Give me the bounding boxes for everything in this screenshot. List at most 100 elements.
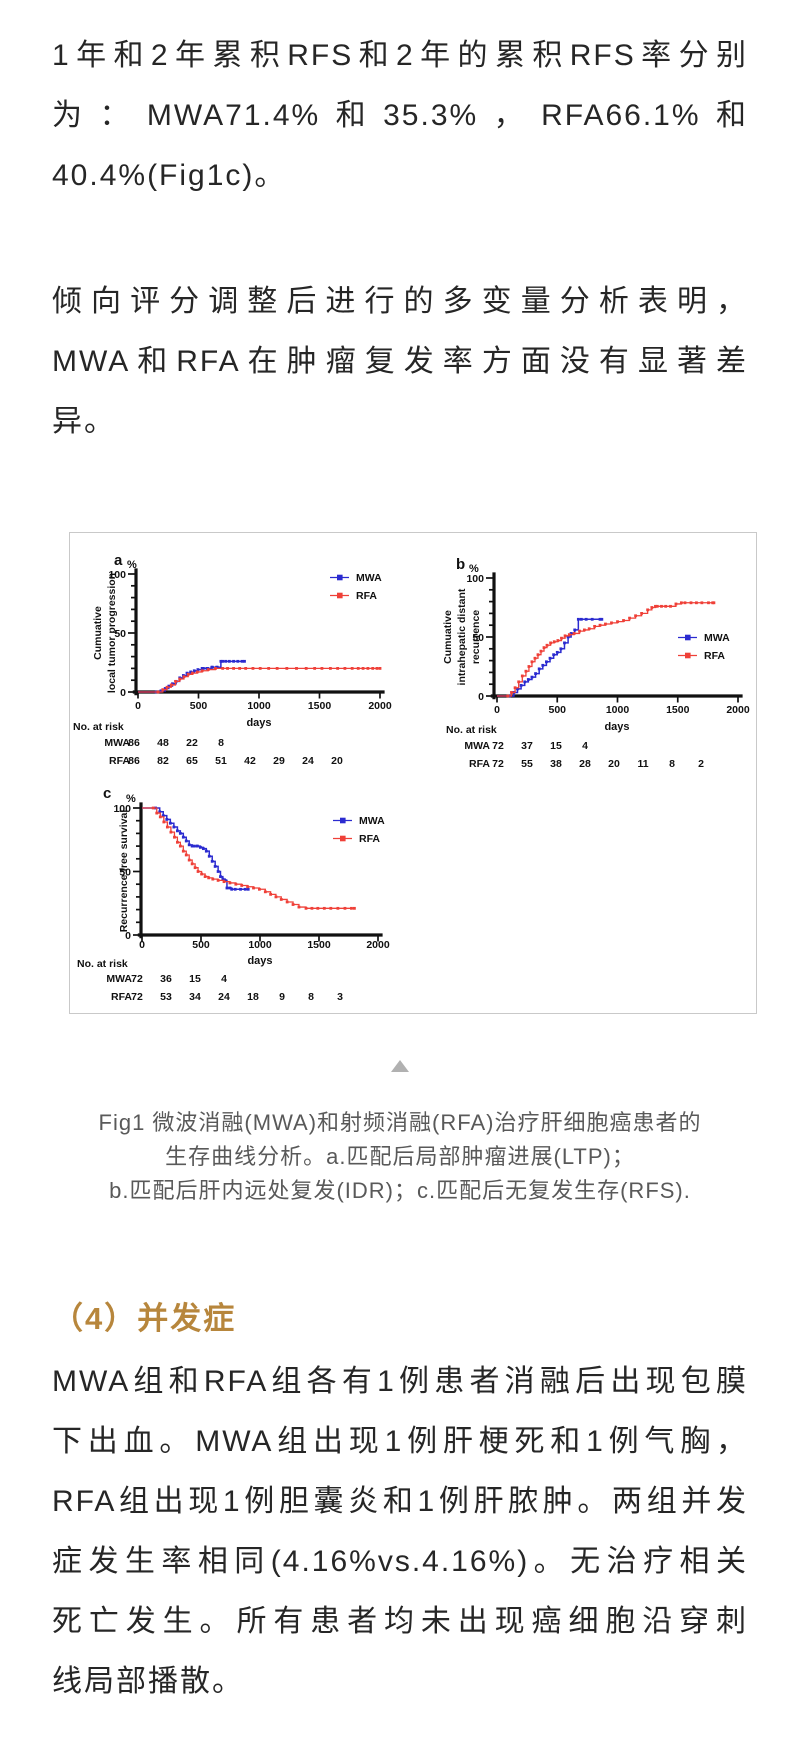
- svg-text:51: 51: [215, 755, 227, 767]
- svg-text:days: days: [604, 721, 629, 733]
- svg-text:days: days: [246, 717, 271, 729]
- text-line: MWA和RFA在肿瘤复发率方面没有显著差: [52, 345, 748, 378]
- svg-text:Recurrence free survival: Recurrence free survival: [118, 810, 130, 933]
- text-line: 症发生率相同(4.16%vs.4.16%)。无治疗相关: [52, 1545, 748, 1578]
- svg-text:28: 28: [579, 758, 591, 770]
- svg-text:72: 72: [492, 740, 504, 752]
- svg-text:4: 4: [582, 740, 588, 752]
- svg-text:No. at risk: No. at risk: [77, 958, 128, 970]
- svg-text:22: 22: [186, 737, 198, 749]
- svg-text:2000: 2000: [368, 700, 392, 712]
- svg-text:500: 500: [192, 939, 210, 951]
- svg-text:50: 50: [119, 866, 131, 878]
- figure-caption: Fig1 微波消融(MWA)和射频消融(RFA)治疗肝细胞癌患者的 生存曲线分析。…: [60, 1106, 740, 1208]
- svg-text:8: 8: [308, 991, 314, 1003]
- svg-text:100: 100: [108, 569, 126, 581]
- svg-text:1000: 1000: [606, 704, 630, 716]
- svg-text:No. at risk: No. at risk: [73, 721, 124, 733]
- svg-text:0: 0: [120, 687, 126, 699]
- svg-text:86: 86: [128, 755, 140, 767]
- text-line: RFA组出现1例胆囊炎和1例肝脓肿。两组并发: [52, 1485, 748, 1518]
- svg-text:RFA: RFA: [704, 650, 725, 662]
- svg-text:RFA: RFA: [356, 590, 377, 602]
- svg-text:MWA: MWA: [704, 632, 730, 644]
- svg-text:86: 86: [128, 737, 140, 749]
- svg-text:c: c: [103, 785, 111, 802]
- svg-text:100: 100: [113, 803, 131, 815]
- text-line: b.匹配后肝内远处复发(IDR)；c.匹配后无复发生存(RFS).: [109, 1178, 691, 1203]
- svg-text:53: 53: [160, 991, 172, 1003]
- svg-text:Cumuative: Cumuative: [442, 610, 454, 664]
- svg-text:100: 100: [466, 573, 484, 585]
- svg-text:500: 500: [548, 704, 566, 716]
- svg-text:Cumuative: Cumuative: [92, 606, 104, 660]
- svg-text:RFA: RFA: [359, 833, 380, 845]
- svg-text:MWA: MWA: [104, 737, 130, 749]
- svg-text:65: 65: [186, 755, 198, 767]
- svg-text:0: 0: [478, 691, 484, 703]
- svg-text:11: 11: [637, 758, 648, 770]
- collapse-arrow-icon[interactable]: [391, 1060, 409, 1072]
- section-heading-complications: （4）并发症: [52, 1301, 237, 1336]
- svg-text:2000: 2000: [366, 939, 390, 951]
- svg-text:500: 500: [190, 700, 208, 712]
- svg-text:1500: 1500: [308, 700, 332, 712]
- text-line: 1年和2年累积RFS和2年的累积RFS率分别: [52, 39, 748, 72]
- svg-text:days: days: [247, 955, 272, 967]
- paragraph-complications: MWA组和RFA组各有1例患者消融后出现包膜 下出血。MWA组出现1例肝梗死和1例…: [52, 1352, 748, 1712]
- svg-text:29: 29: [273, 755, 285, 767]
- svg-text:%: %: [126, 793, 136, 805]
- svg-text:0: 0: [135, 700, 141, 712]
- text-line: 倾向评分调整后进行的多变量分析表明，: [52, 285, 748, 318]
- svg-text:50: 50: [114, 628, 126, 640]
- svg-text:24: 24: [302, 755, 314, 767]
- svg-text:15: 15: [550, 740, 562, 752]
- text-line: 异。: [52, 405, 116, 438]
- svg-text:RFA: RFA: [109, 755, 130, 767]
- svg-text:recurrence: recurrence: [470, 610, 482, 664]
- svg-text:36: 36: [160, 973, 172, 985]
- svg-text:20: 20: [331, 755, 343, 767]
- svg-text:No. at risk: No. at risk: [446, 724, 497, 736]
- svg-text:MWA: MWA: [106, 973, 132, 985]
- text-line: 下出血。MWA组出现1例肝梗死和1例气胸，: [52, 1425, 748, 1458]
- text-line: 线局部播散。: [52, 1665, 244, 1698]
- svg-text:8: 8: [218, 737, 224, 749]
- svg-text:%: %: [469, 563, 479, 575]
- svg-text:72: 72: [131, 973, 143, 985]
- svg-text:MWA: MWA: [464, 740, 490, 752]
- text-line: 生存曲线分析。a.匹配后局部肿瘤进展(LTP)；: [165, 1144, 635, 1169]
- svg-text:38: 38: [550, 758, 562, 770]
- svg-text:37: 37: [521, 740, 533, 752]
- svg-text:50: 50: [472, 632, 484, 644]
- svg-text:1000: 1000: [248, 939, 272, 951]
- text-line: 为：MWA71.4%和35.3%，RFA66.1%和: [52, 99, 748, 132]
- text-line: MWA组和RFA组各有1例患者消融后出现包膜: [52, 1365, 748, 1398]
- svg-text:4: 4: [221, 973, 227, 985]
- svg-text:72: 72: [131, 991, 143, 1003]
- svg-text:42: 42: [244, 755, 256, 767]
- svg-text:82: 82: [157, 755, 169, 767]
- svg-text:8: 8: [669, 758, 675, 770]
- svg-text:b: b: [456, 556, 465, 573]
- svg-text:MWA: MWA: [359, 815, 385, 827]
- svg-text:18: 18: [247, 991, 259, 1003]
- svg-text:MWA: MWA: [356, 572, 382, 584]
- svg-text:1000: 1000: [247, 700, 271, 712]
- paragraph-rfs-rates: 1年和2年累积RFS和2年的累积RFS率分别 为：MWA71.4%和35.3%，R…: [52, 26, 748, 206]
- svg-text:1500: 1500: [666, 704, 690, 716]
- svg-text:local tumor progression: local tumor progression: [106, 573, 118, 693]
- svg-text:RFA: RFA: [111, 991, 132, 1003]
- svg-text:0: 0: [139, 939, 145, 951]
- svg-text:0: 0: [494, 704, 500, 716]
- svg-text:intrahepatic distant: intrahepatic distant: [456, 588, 468, 685]
- svg-text:1500: 1500: [307, 939, 331, 951]
- figure-1-survival-curves[interactable]: a% 0 50 100 0 500 1000 1500 2000 days Cumuative loc…: [69, 532, 757, 1014]
- svg-text:2: 2: [698, 758, 704, 770]
- svg-text:20: 20: [608, 758, 620, 770]
- svg-text:55: 55: [521, 758, 533, 770]
